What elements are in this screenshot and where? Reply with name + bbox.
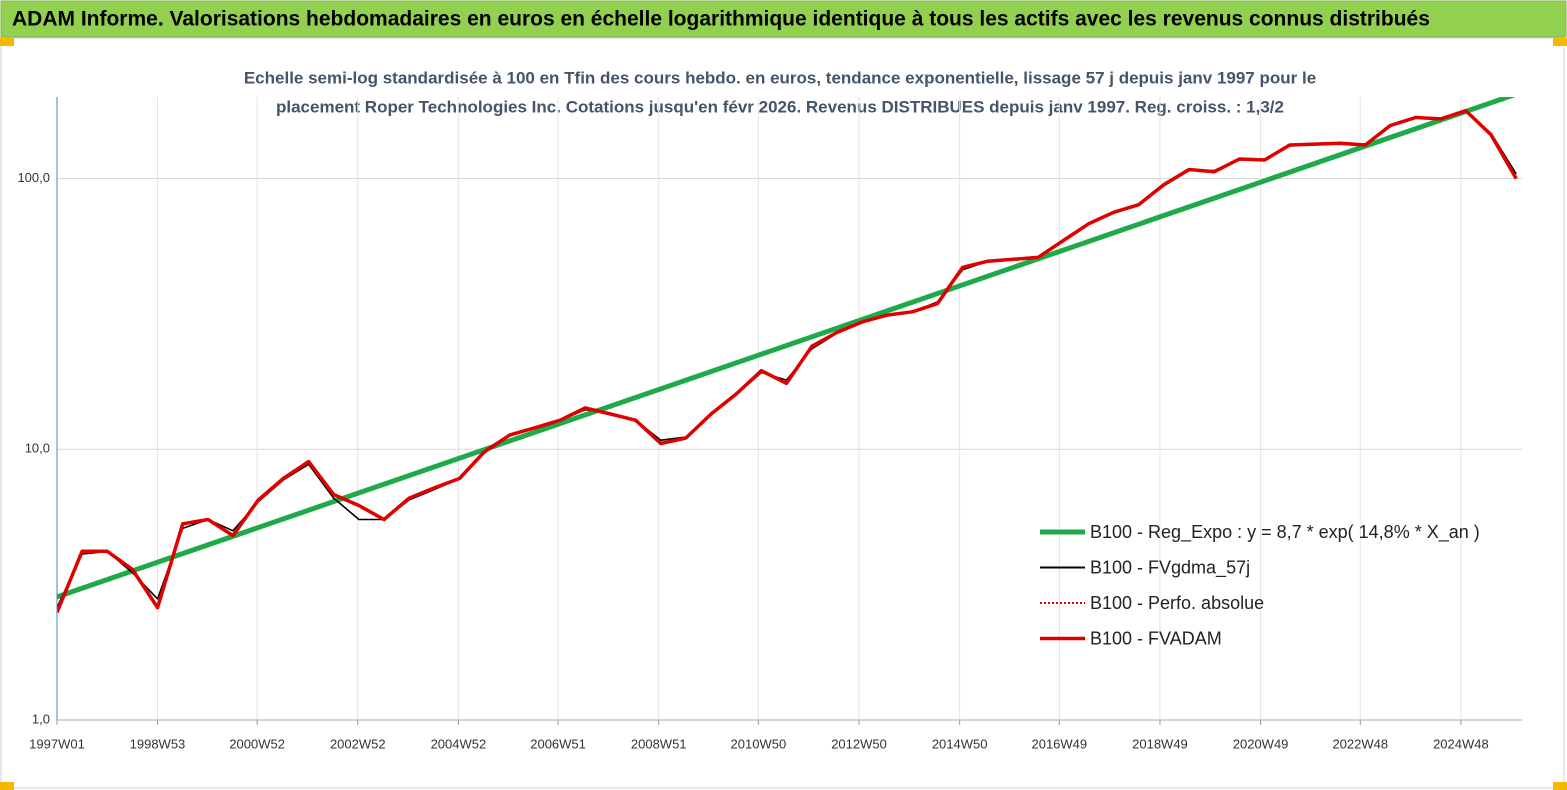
x-tick-label: 2012W50: [831, 736, 887, 751]
y-tick-label: 100,0: [17, 170, 50, 185]
legend: B100 - Reg_Expo : y = 8,7 * exp( 14,8% *…: [1040, 522, 1480, 648]
x-tick-label: 2000W52: [229, 736, 285, 751]
frame: [0, 37, 1565, 789]
chart-title: placement Roper Technologies Inc. Cotati…: [276, 97, 1284, 116]
legend-label: B100 - Perfo. absolue: [1090, 593, 1264, 613]
legend-label: B100 - Reg_Expo : y = 8,7 * exp( 14,8% *…: [1090, 522, 1480, 543]
series-line: [57, 97, 1516, 600]
x-tick-label: 2004W52: [431, 736, 487, 751]
x-tick-label: 2008W51: [631, 736, 687, 751]
corner: [1553, 38, 1567, 46]
x-tick-label: 2010W50: [731, 736, 787, 751]
x-tick-label: 2016W49: [1031, 736, 1087, 751]
legend-label: B100 - FVgdma_57j: [1090, 557, 1250, 578]
axes: 1,0 10,0 100,0 1997W01 1998W53 2000W52 2002W52…: [17, 97, 1522, 751]
x-tick-label: 2006W51: [530, 736, 586, 751]
x-tick-label: 2002W52: [330, 736, 386, 751]
x-tick-label: 2020W49: [1233, 736, 1289, 751]
series-line: [57, 108, 1518, 613]
corner: [0, 782, 14, 790]
chart-title: Echelle semi-log standardisée à 100 en T…: [244, 68, 1316, 87]
corner: [1553, 782, 1567, 790]
x-tick-label: 2022W48: [1332, 736, 1388, 751]
corner: [0, 38, 14, 46]
x-tick-label: 2014W50: [932, 736, 988, 751]
x-tick-label: 2024W48: [1433, 736, 1489, 751]
header-band: [0, 0, 1567, 38]
y-tick-label: 10,0: [25, 441, 50, 456]
legend-label: B100 - FVADAM: [1090, 628, 1222, 648]
plot-area: [57, 97, 1518, 613]
x-tick-label: 1998W53: [130, 736, 186, 751]
x-tick-label: 1997W01: [29, 736, 85, 751]
y-tick-label: 1,0: [32, 711, 50, 726]
x-tick-label: 2018W49: [1132, 736, 1188, 751]
grid: [56, 97, 1522, 720]
header-title: ADAM Informe. Valorisations hebdomadaire…: [12, 8, 1430, 31]
